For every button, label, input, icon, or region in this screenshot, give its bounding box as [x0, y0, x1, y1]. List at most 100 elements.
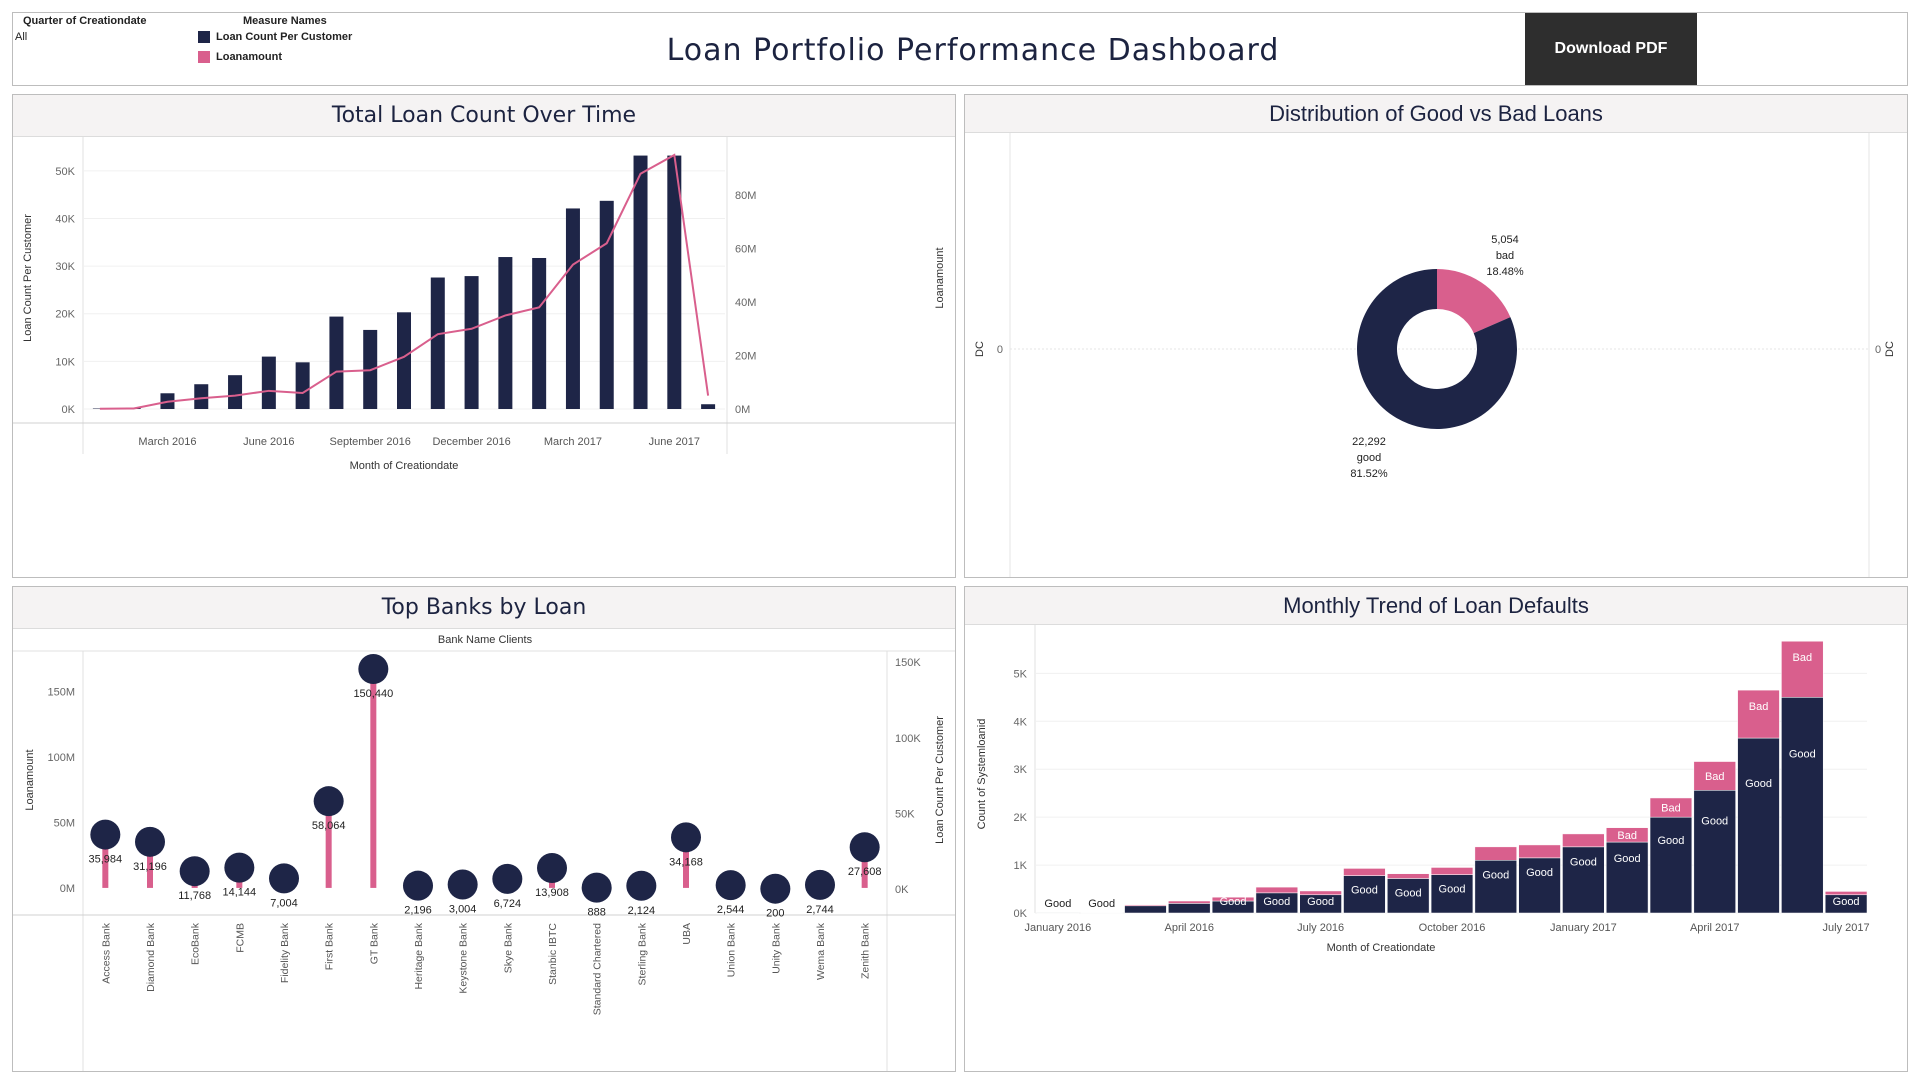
x-axis-title: Month of Creationdate: [350, 460, 459, 472]
y-tick-label: 10K: [55, 356, 75, 368]
lollipop-dot: [537, 852, 567, 883]
bar-good: [1124, 905, 1167, 914]
lollipop-stem: [861, 851, 868, 888]
lollipop-dot: [626, 870, 657, 901]
lollipop-stem: [683, 839, 689, 888]
bar-loan-count: [701, 404, 716, 409]
y-tick-label: 150M: [47, 687, 75, 699]
dashboard-title: Loan Portfolio Performance Dashboard: [666, 33, 1280, 68]
legend-label: Loan Count Per Customer: [216, 31, 353, 43]
bar-bad: [1124, 904, 1167, 907]
data-label: 2,744: [806, 904, 834, 916]
top-banks-panel: Top Banks by Loan Bank Name Clients 0M 50M…: [12, 586, 956, 1072]
bar-loan-count: [532, 257, 547, 409]
y2-axis-title: Loanamount: [934, 247, 946, 308]
x-tick-label: March 2017: [544, 436, 602, 448]
bar-loan-count: [397, 312, 411, 409]
quarter-filter-value[interactable]: All: [15, 31, 28, 43]
distribution-panel: Distribution of Good vs Bad Loans 0 0 DC DC…: [964, 94, 1908, 578]
bar-good: [1474, 860, 1517, 914]
y-tick-label: 50K: [55, 166, 75, 178]
bar-loan-count: [599, 200, 614, 409]
x-tick-label: January 2016: [1025, 922, 1092, 934]
bar-good: [1737, 737, 1780, 914]
y-axis-title: Count of Systemloanid: [976, 719, 988, 830]
bar-bad: [1343, 868, 1386, 876]
bar-bad: [1781, 640, 1824, 698]
bar-bad-label: Bad: [1749, 701, 1769, 713]
data-label: 13,908: [535, 887, 569, 899]
bar-good: [1168, 903, 1211, 914]
quarter-filter-label: Quarter of Creationdate: [23, 15, 147, 27]
bank-name-label: Union Bank: [726, 922, 738, 977]
download-pdf-button[interactable]: Download PDF: [1525, 13, 1697, 85]
bar-good: [1606, 841, 1649, 914]
bar-bad: [1649, 797, 1693, 818]
x-tick-label: July 2017: [1823, 922, 1870, 934]
loan-count-chart: 0K 10K 20K 30K 40K 50K 0M 20M 40M 60M 80M March 201…: [13, 137, 955, 472]
lollipop-dot: [715, 870, 746, 901]
y-tick-label: 20K: [55, 309, 75, 321]
bank-name-label: First Bank: [324, 922, 336, 970]
y-tick-label: 100M: [47, 752, 75, 764]
x-tick-label: June 2016: [243, 436, 294, 448]
bar-good-label: Good: [1088, 898, 1115, 910]
x-tick-label: January 2017: [1550, 922, 1617, 934]
bank-name-label: UBA: [681, 923, 693, 945]
slice-value-label: 22,292: [1352, 436, 1386, 448]
x-tick-label: July 2016: [1297, 922, 1344, 934]
slice-percent-label: 18.48%: [1486, 266, 1524, 278]
bar-bad: [1299, 890, 1342, 896]
bar-bad: [1474, 846, 1517, 861]
bank-name-label: Stanbic IBTC: [547, 923, 559, 985]
panel-title: Top Banks by Loan: [13, 587, 955, 629]
x-tick-label: March 2016: [138, 436, 196, 448]
x-tick-label: December 2016: [432, 436, 510, 448]
zero-tick-left: 0: [997, 344, 1003, 356]
lollipop-dot: [90, 819, 121, 850]
bar-bad-label: Bad: [1705, 771, 1725, 783]
y2-axis-title: Loan Count Per Customer: [934, 716, 946, 844]
legend-item-loan-count[interactable]: Loan Count Per Customer: [198, 31, 352, 43]
bank-name-label: GT Bank: [368, 922, 380, 964]
lollipop-dot: [760, 873, 791, 904]
panel-title: Monthly Trend of Loan Defaults: [965, 587, 1907, 625]
x-tick-label: September 2016: [330, 436, 411, 448]
x-tick-label: October 2016: [1419, 922, 1486, 934]
bar-good: [1693, 790, 1736, 914]
lollipop-dot: [805, 869, 835, 900]
y-axis-title: Loanamount: [24, 749, 36, 810]
data-label: 200: [766, 908, 784, 920]
bar-good-label: Good: [1701, 816, 1728, 828]
defaults-panel: Monthly Trend of Loan Defaults 0K 1K 2K 3K 4…: [964, 586, 1908, 1072]
bar-bad-label: Bad: [1793, 652, 1813, 664]
lollipop-dot: [849, 832, 880, 863]
lollipop-dot: [403, 870, 433, 901]
bar-loan-count: [329, 316, 344, 409]
donut-slice-bad: [1437, 269, 1511, 334]
lollipop-dot: [447, 869, 478, 900]
donut-slice-good: [1357, 269, 1517, 429]
bank-name-label: Skye Bank: [502, 922, 514, 973]
data-label: 150,440: [353, 688, 393, 700]
x-tick-label: June 2017: [649, 436, 700, 448]
lollipop-stem: [147, 843, 153, 888]
bar-bad: [1606, 827, 1649, 843]
y2-tick-label: 150K: [895, 657, 921, 669]
bar-good-label: Good: [1657, 835, 1684, 847]
lollipop-dot: [671, 822, 701, 853]
bank-name-label: Keystone Bank: [458, 922, 470, 993]
column-header: Bank Name Clients: [438, 634, 533, 646]
panel-title: Total Loan Count Over Time: [13, 95, 955, 137]
bar-good-label: Good: [1833, 896, 1860, 908]
bank-name-label: Fidelity Bank: [279, 922, 291, 983]
bar-bad: [1430, 867, 1474, 875]
data-label: 2,124: [628, 905, 656, 917]
axis-title-left: DC: [974, 341, 986, 357]
lollipop-stem: [325, 805, 332, 888]
legend-label: Loanamount: [216, 51, 282, 63]
data-label: 58,064: [312, 820, 346, 832]
legend-item-loanamount[interactable]: Loanamount: [198, 51, 282, 63]
bar-good: [1343, 875, 1386, 914]
